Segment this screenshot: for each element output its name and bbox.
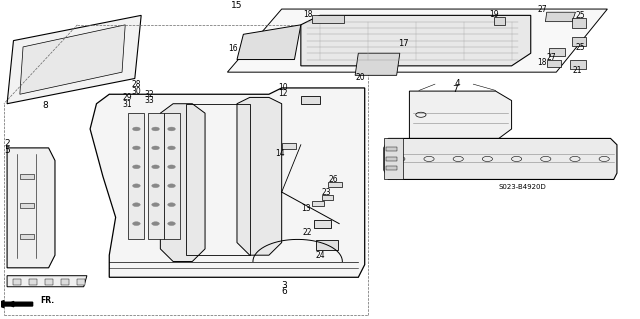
- Circle shape: [132, 203, 140, 207]
- Text: 22: 22: [302, 228, 312, 237]
- Bar: [386, 166, 397, 170]
- Polygon shape: [7, 148, 55, 268]
- Circle shape: [152, 165, 159, 169]
- Bar: [386, 147, 397, 151]
- Text: 27: 27: [537, 5, 547, 14]
- Polygon shape: [129, 113, 145, 240]
- Bar: [314, 220, 332, 228]
- Bar: [547, 61, 561, 67]
- Bar: [29, 279, 37, 285]
- Text: 33: 33: [145, 96, 154, 105]
- Text: 26: 26: [328, 175, 338, 184]
- Polygon shape: [237, 25, 301, 60]
- Text: 19: 19: [489, 10, 499, 19]
- Text: 29: 29: [122, 93, 132, 102]
- Text: 7: 7: [452, 85, 458, 94]
- Polygon shape: [20, 25, 125, 94]
- Bar: [13, 279, 21, 285]
- Bar: [570, 60, 586, 69]
- Polygon shape: [545, 12, 575, 22]
- Text: 3: 3: [282, 281, 287, 290]
- Bar: [572, 18, 586, 28]
- Text: 16: 16: [228, 44, 238, 53]
- Text: 24: 24: [316, 251, 325, 260]
- Text: 21: 21: [572, 66, 582, 75]
- Text: 4: 4: [454, 79, 460, 88]
- Polygon shape: [164, 113, 179, 240]
- Circle shape: [168, 203, 175, 207]
- Bar: [312, 15, 344, 23]
- Text: 23: 23: [322, 188, 332, 197]
- Text: 28: 28: [132, 80, 141, 89]
- Circle shape: [132, 222, 140, 226]
- FancyArrow shape: [0, 300, 33, 308]
- Bar: [20, 174, 34, 180]
- Bar: [20, 203, 34, 208]
- Circle shape: [168, 165, 175, 169]
- Bar: [312, 201, 324, 206]
- Text: 20: 20: [355, 73, 365, 82]
- Circle shape: [132, 165, 140, 169]
- Bar: [77, 279, 85, 285]
- Text: 14: 14: [275, 149, 285, 159]
- Text: 32: 32: [145, 90, 154, 99]
- Bar: [493, 17, 505, 25]
- Bar: [20, 234, 34, 240]
- Bar: [328, 182, 342, 187]
- Text: 15: 15: [230, 1, 242, 11]
- Circle shape: [132, 184, 140, 188]
- Text: 13: 13: [301, 204, 310, 213]
- Bar: [282, 143, 296, 150]
- Circle shape: [152, 203, 159, 207]
- Text: 10: 10: [278, 84, 288, 93]
- Polygon shape: [7, 276, 87, 287]
- Polygon shape: [410, 91, 511, 138]
- Bar: [61, 279, 69, 285]
- Circle shape: [152, 184, 159, 188]
- Bar: [384, 138, 403, 180]
- Text: 17: 17: [397, 39, 408, 48]
- Polygon shape: [7, 15, 141, 104]
- Circle shape: [152, 222, 159, 226]
- Bar: [301, 96, 320, 104]
- Polygon shape: [227, 9, 607, 72]
- Circle shape: [168, 146, 175, 150]
- Polygon shape: [90, 88, 365, 277]
- Bar: [386, 157, 397, 160]
- Polygon shape: [148, 113, 164, 240]
- Circle shape: [132, 146, 140, 150]
- Circle shape: [152, 146, 159, 150]
- Text: 31: 31: [122, 100, 132, 109]
- Text: 8: 8: [42, 101, 48, 110]
- Text: 25: 25: [575, 11, 585, 20]
- Text: S023-B4920D: S023-B4920D: [499, 184, 547, 190]
- Polygon shape: [301, 15, 531, 66]
- Polygon shape: [237, 97, 282, 255]
- Text: FR.: FR.: [40, 295, 54, 305]
- Text: 2: 2: [4, 139, 10, 148]
- Circle shape: [152, 127, 159, 131]
- Polygon shape: [161, 104, 205, 262]
- Text: 18: 18: [537, 58, 547, 67]
- Circle shape: [168, 222, 175, 226]
- Text: 27: 27: [547, 54, 556, 63]
- Polygon shape: [355, 53, 400, 75]
- Bar: [322, 195, 333, 200]
- Text: 30: 30: [132, 86, 141, 96]
- Bar: [572, 37, 586, 46]
- Bar: [548, 48, 564, 56]
- Text: 5: 5: [4, 145, 10, 155]
- Text: 18: 18: [303, 10, 313, 19]
- Circle shape: [168, 127, 175, 131]
- Polygon shape: [384, 138, 617, 180]
- Text: 25: 25: [575, 43, 585, 52]
- Text: 12: 12: [278, 89, 288, 98]
- Circle shape: [168, 184, 175, 188]
- Circle shape: [132, 127, 140, 131]
- Bar: [45, 279, 53, 285]
- Text: 6: 6: [282, 287, 287, 296]
- Bar: [316, 240, 338, 250]
